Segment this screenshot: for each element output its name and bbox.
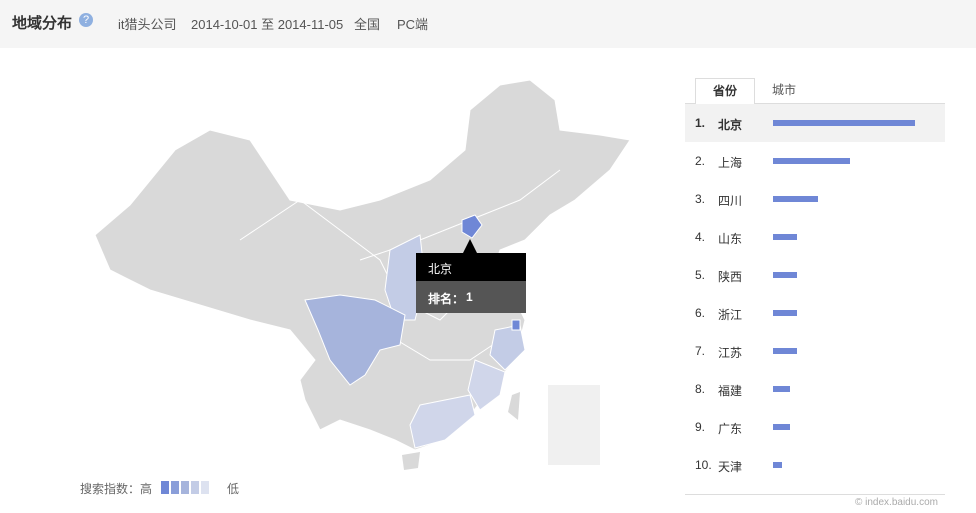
region-sichuan[interactable] xyxy=(304,294,406,386)
region-fujian[interactable] xyxy=(467,359,506,411)
rank: 5. xyxy=(695,268,706,282)
keyword: it猎头公司 xyxy=(118,17,177,32)
tooltip-rank: 1 xyxy=(466,290,473,304)
rank: 4. xyxy=(695,230,706,244)
province-name: 江苏 xyxy=(718,346,743,360)
rank: 1. xyxy=(695,116,706,130)
region[interactable]: 全国 xyxy=(354,17,381,32)
bar xyxy=(773,120,915,126)
taiwan xyxy=(508,392,520,420)
platform[interactable]: PC端 xyxy=(397,17,429,32)
date-range[interactable]: 2014-10-01 至 2014-11-05 xyxy=(191,17,344,32)
ranking-row: 4. 山东 xyxy=(685,218,945,256)
region-guangdong[interactable] xyxy=(409,394,476,449)
divider xyxy=(685,494,945,495)
province-name: 陕西 xyxy=(718,270,743,284)
province-name: 天津 xyxy=(718,460,743,474)
south-sea-inset xyxy=(548,385,600,465)
province-name: 浙江 xyxy=(718,308,743,322)
ranking-row: 8. 福建 xyxy=(685,370,945,408)
province-name: 北京 xyxy=(718,118,743,132)
rank: 7. xyxy=(695,344,706,358)
ranking-row: 2. 上海 xyxy=(685,142,945,180)
rank: 3. xyxy=(695,192,706,206)
bar xyxy=(773,196,819,202)
bar xyxy=(773,386,791,392)
rank: 9. xyxy=(695,420,706,434)
legend-swatch xyxy=(181,481,189,494)
legend-swatch xyxy=(201,481,209,494)
map xyxy=(94,79,631,470)
bar xyxy=(773,310,798,316)
ranking-row: 3. 四川 xyxy=(685,180,945,218)
bar xyxy=(773,424,791,430)
watermark: © index.baidu.com xyxy=(855,497,938,508)
ranking-row: 7. 江苏 xyxy=(685,332,945,370)
tooltip-name: 北京 xyxy=(428,262,453,276)
legend-swatch xyxy=(171,481,179,494)
ranking-row: 9. 广东 xyxy=(685,408,945,446)
province-name: 广东 xyxy=(718,422,743,436)
ranking-row: 5. 陕西 xyxy=(685,256,945,294)
rank: 8. xyxy=(695,382,706,396)
province-name: 福建 xyxy=(718,384,743,398)
province-name: 上海 xyxy=(718,156,743,170)
ranking-row: 1. 北京 xyxy=(685,104,945,142)
tooltip-body: 排名： 1 xyxy=(416,281,526,313)
legend-label: 搜索指数：高 xyxy=(80,482,153,496)
tooltip-title: 北京 xyxy=(416,253,526,281)
bar xyxy=(773,234,798,240)
hainan xyxy=(402,452,420,470)
province-name: 山东 xyxy=(718,232,743,246)
tab[interactable]: 城市 xyxy=(771,83,796,97)
bar xyxy=(773,158,850,164)
title: 地域分布 xyxy=(12,15,73,32)
region-shaanxi[interactable] xyxy=(384,234,426,321)
tab[interactable]: 省份 xyxy=(695,78,755,105)
header: 地域分布 ? it猎头公司 2014-10-01 至 2014-11-05 全国… xyxy=(0,0,976,48)
region-beijing[interactable] xyxy=(461,214,483,239)
legend-swatch xyxy=(191,481,199,494)
rank: 6. xyxy=(695,306,706,320)
rank: 10. xyxy=(695,458,712,472)
legend-swatch xyxy=(161,481,169,494)
legend-low: 低 xyxy=(227,482,240,496)
ranking-row: 6. 浙江 xyxy=(685,294,945,332)
help-icon[interactable]: ? xyxy=(79,13,93,27)
tab-line xyxy=(685,103,945,104)
region-shanghai[interactable] xyxy=(511,319,521,331)
bar xyxy=(773,348,798,354)
bar xyxy=(773,462,782,468)
bar xyxy=(773,272,798,278)
rank: 2. xyxy=(695,154,706,168)
tooltip-rank-label: 排名： xyxy=(428,292,465,306)
province-name: 四川 xyxy=(718,194,743,208)
tooltip-arrow xyxy=(463,239,477,253)
ranking-row: 10. 天津 xyxy=(685,446,945,484)
